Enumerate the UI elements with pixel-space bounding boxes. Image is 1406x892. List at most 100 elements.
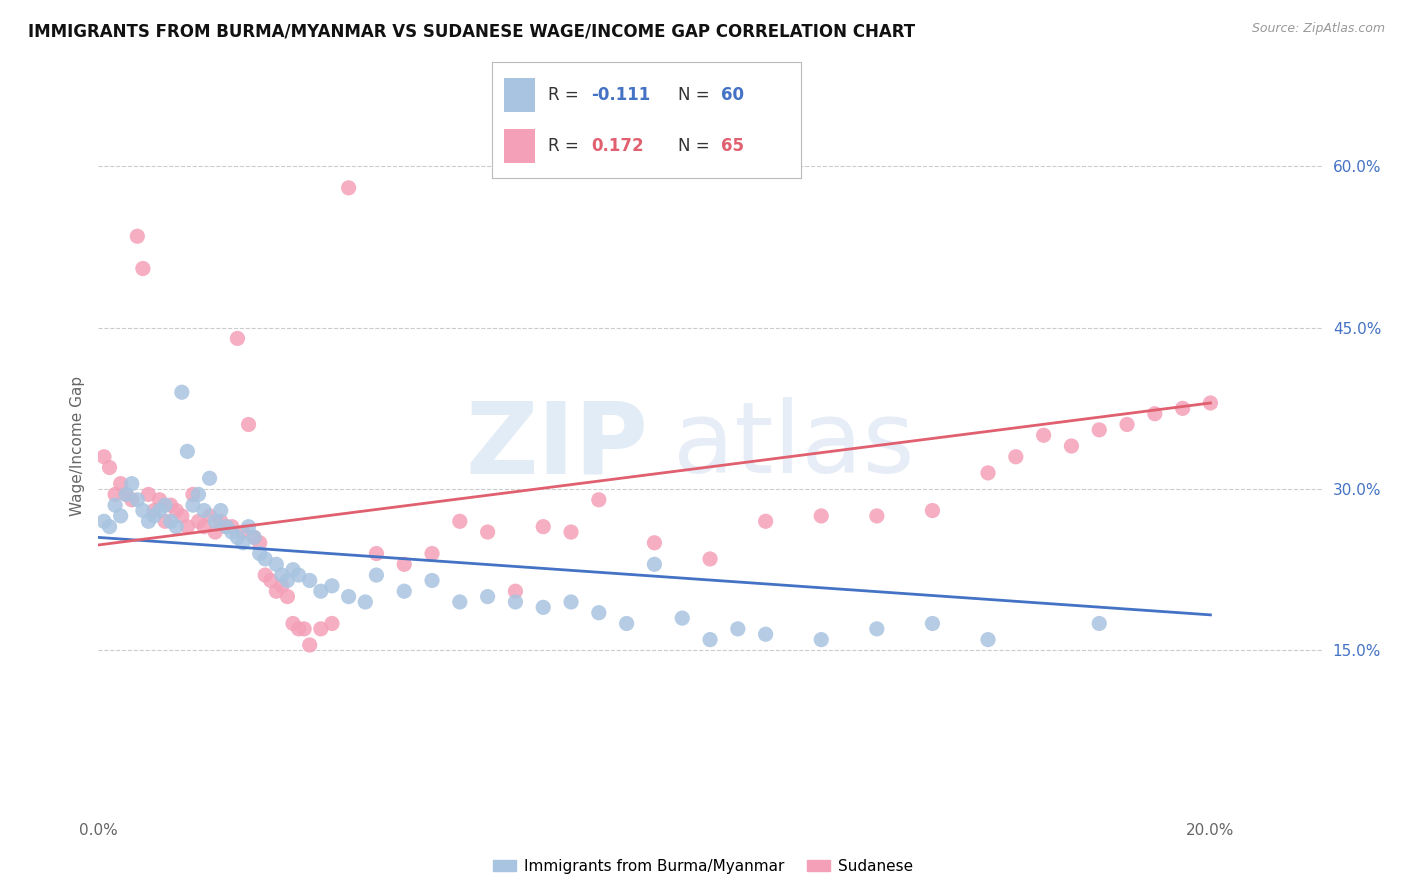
Point bbox=[866, 622, 889, 636]
Point bbox=[104, 498, 127, 512]
Point bbox=[232, 524, 254, 539]
Point bbox=[1060, 439, 1083, 453]
Point bbox=[337, 181, 360, 195]
Point bbox=[110, 476, 132, 491]
Point bbox=[132, 261, 155, 276]
Text: R =: R = bbox=[548, 86, 583, 103]
Point bbox=[366, 547, 388, 561]
Point bbox=[1032, 428, 1054, 442]
Point bbox=[276, 590, 298, 604]
Point bbox=[420, 574, 443, 588]
Point bbox=[394, 558, 416, 572]
Point bbox=[727, 622, 749, 636]
Point bbox=[266, 584, 288, 599]
Point bbox=[165, 519, 187, 533]
Point bbox=[977, 466, 1000, 480]
Point bbox=[270, 579, 294, 593]
Point bbox=[588, 606, 610, 620]
Text: Source: ZipAtlas.com: Source: ZipAtlas.com bbox=[1251, 22, 1385, 36]
Point bbox=[93, 450, 115, 464]
Text: N =: N = bbox=[678, 86, 714, 103]
Point bbox=[321, 579, 343, 593]
Point bbox=[159, 498, 181, 512]
Point bbox=[187, 514, 209, 528]
Text: IMMIGRANTS FROM BURMA/MYANMAR VS SUDANESE WAGE/INCOME GAP CORRELATION CHART: IMMIGRANTS FROM BURMA/MYANMAR VS SUDANES… bbox=[28, 22, 915, 40]
Point bbox=[337, 590, 360, 604]
Point bbox=[226, 331, 249, 345]
Point bbox=[143, 503, 166, 517]
Point bbox=[366, 568, 388, 582]
Point bbox=[238, 417, 260, 432]
Point bbox=[204, 514, 226, 528]
Point bbox=[309, 622, 332, 636]
Point bbox=[98, 460, 121, 475]
Point bbox=[165, 503, 187, 517]
Point bbox=[260, 574, 283, 588]
Point bbox=[755, 514, 778, 528]
Point bbox=[204, 524, 226, 539]
Point bbox=[560, 595, 582, 609]
Point bbox=[449, 514, 471, 528]
Point bbox=[209, 503, 232, 517]
Point bbox=[181, 487, 204, 501]
Point bbox=[477, 524, 499, 539]
Point bbox=[243, 530, 266, 544]
Point bbox=[699, 632, 721, 647]
Point bbox=[138, 514, 160, 528]
Point bbox=[287, 622, 309, 636]
Point bbox=[110, 508, 132, 523]
Point bbox=[505, 584, 527, 599]
Point bbox=[176, 444, 198, 458]
Point bbox=[238, 519, 260, 533]
Text: atlas: atlas bbox=[673, 398, 915, 494]
Point bbox=[270, 568, 294, 582]
Text: ZIP: ZIP bbox=[465, 398, 650, 494]
Point bbox=[449, 595, 471, 609]
Point bbox=[1171, 401, 1194, 416]
Point bbox=[215, 519, 238, 533]
Point bbox=[266, 558, 288, 572]
Text: 60: 60 bbox=[721, 86, 744, 103]
Point bbox=[170, 508, 193, 523]
Point bbox=[560, 524, 582, 539]
Point bbox=[292, 622, 315, 636]
Point bbox=[298, 574, 321, 588]
Point bbox=[298, 638, 321, 652]
Point bbox=[232, 536, 254, 550]
Point bbox=[149, 503, 172, 517]
Point bbox=[143, 508, 166, 523]
Point bbox=[104, 487, 127, 501]
Point bbox=[505, 595, 527, 609]
Point bbox=[193, 503, 215, 517]
Bar bbox=[505, 78, 536, 112]
Point bbox=[309, 584, 332, 599]
Text: R =: R = bbox=[548, 137, 583, 155]
Point bbox=[198, 508, 221, 523]
Point bbox=[127, 492, 149, 507]
Point bbox=[1199, 396, 1222, 410]
Point bbox=[176, 519, 198, 533]
Point bbox=[254, 552, 277, 566]
Point bbox=[181, 498, 204, 512]
Text: -0.111: -0.111 bbox=[591, 86, 651, 103]
Point bbox=[1143, 407, 1166, 421]
Point bbox=[643, 558, 665, 572]
Point bbox=[127, 229, 149, 244]
Point bbox=[810, 508, 832, 523]
Point bbox=[420, 547, 443, 561]
Point bbox=[159, 514, 181, 528]
Text: 0.172: 0.172 bbox=[591, 137, 644, 155]
Point bbox=[93, 514, 115, 528]
Point bbox=[810, 632, 832, 647]
Point bbox=[588, 492, 610, 507]
Point bbox=[198, 471, 221, 485]
Point bbox=[254, 568, 277, 582]
Legend: Immigrants from Burma/Myanmar, Sudanese: Immigrants from Burma/Myanmar, Sudanese bbox=[486, 853, 920, 880]
Point bbox=[1088, 423, 1111, 437]
Point bbox=[394, 584, 416, 599]
Point bbox=[281, 563, 304, 577]
Point bbox=[215, 519, 238, 533]
Point bbox=[115, 487, 138, 501]
Point bbox=[977, 632, 1000, 647]
Point bbox=[921, 616, 943, 631]
